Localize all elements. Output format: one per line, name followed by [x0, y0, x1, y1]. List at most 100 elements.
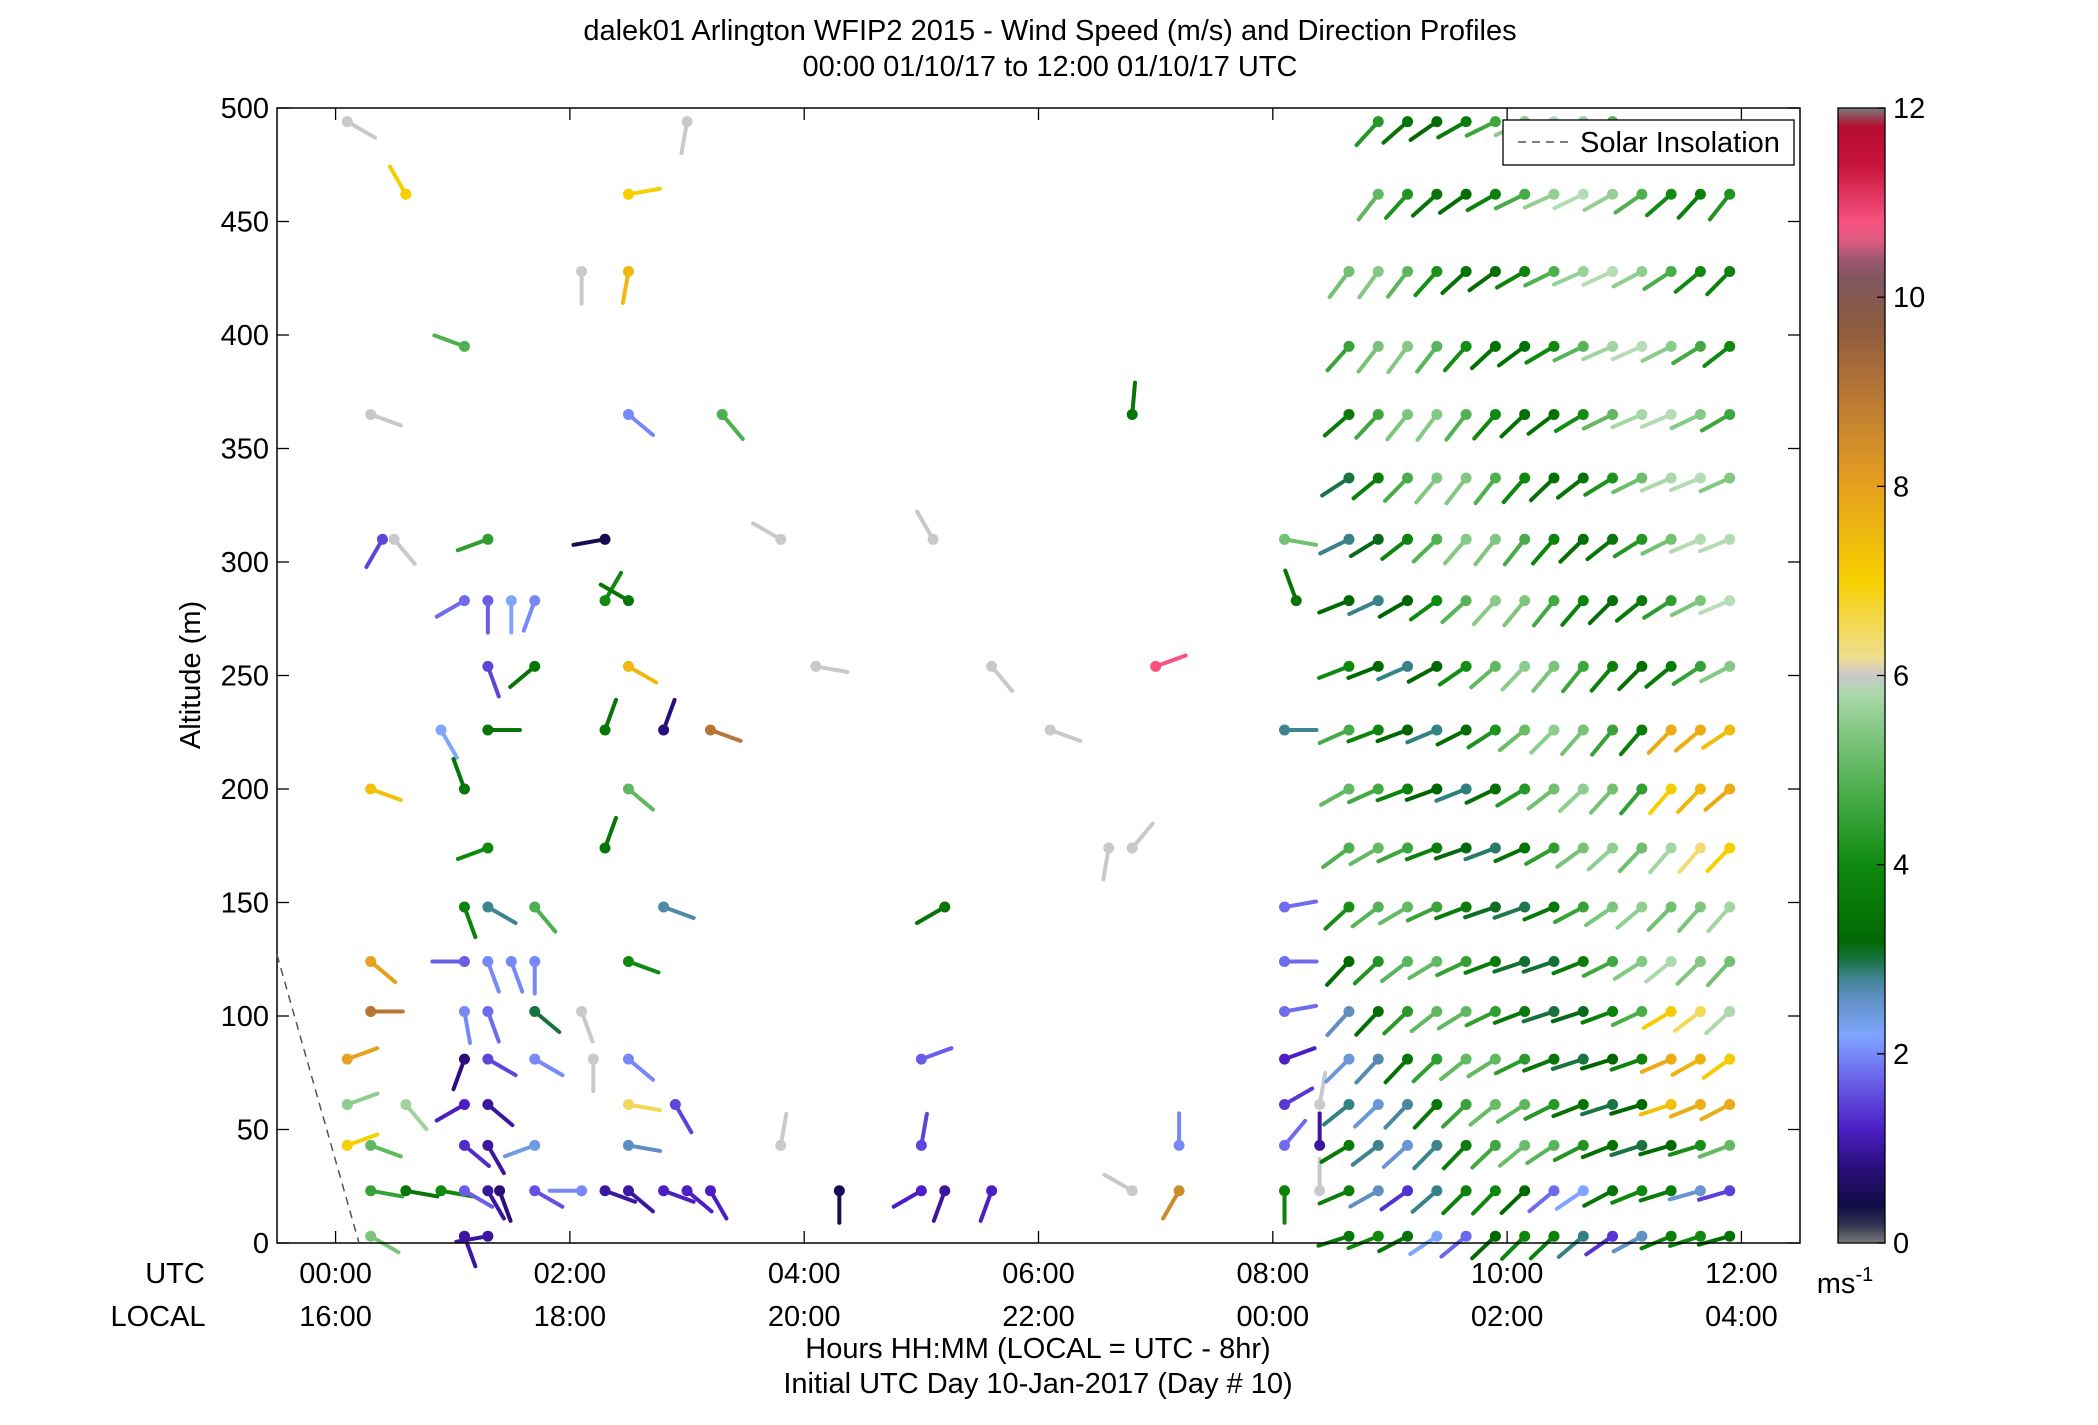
wind-barb-point [365, 1230, 377, 1242]
wind-barb-point [458, 1053, 470, 1065]
wind-barb-point [341, 116, 353, 128]
wind-barb-point [1724, 901, 1736, 913]
wind-barb-point [1636, 1053, 1648, 1065]
wind-barb-point [1694, 1230, 1706, 1242]
wind-barb-point [1577, 724, 1589, 736]
wind-barb-point [1665, 1139, 1677, 1151]
wind-barb-point [1724, 1230, 1736, 1242]
wind-barb-point [1460, 1185, 1472, 1197]
wind-barb-point [599, 595, 611, 607]
wind-barb-point [1724, 783, 1736, 795]
wind-barb-point [1372, 265, 1384, 277]
wind-barb-point [1607, 724, 1619, 736]
wind-barb-point [1577, 901, 1589, 913]
wind-barb-point [458, 340, 470, 352]
colorbar-tick-label: 12 [1893, 93, 1925, 125]
wind-barb-point [1519, 265, 1531, 277]
wind-barb-point [400, 1185, 412, 1197]
wind-barb-point [1402, 472, 1414, 484]
wind-barb-point [458, 1139, 470, 1151]
wind-barb-point [482, 533, 494, 545]
wind-barb-point [1577, 1185, 1589, 1197]
colorbar-ticks: 0 2 4 6 8 10 12 [1877, 93, 1925, 1260]
wind-barb-point [1694, 956, 1706, 968]
wind-barb-point [622, 660, 634, 672]
wind-barb-point [1665, 1099, 1677, 1111]
wind-barb-point [341, 1099, 353, 1111]
wind-barb-point [1402, 901, 1414, 913]
wind-barb-point [1460, 842, 1472, 854]
wind-barb-point [1577, 340, 1589, 352]
wind-barb-point [1431, 956, 1443, 968]
wind-barb-point [1724, 472, 1736, 484]
row-label-local: LOCAL [110, 1301, 205, 1333]
x-axis-ticks: 00:00 16:00 02:00 18:00 04:00 20:00 06:00 22:00… [299, 108, 1778, 1333]
wind-barb-point [1577, 1099, 1589, 1111]
wind-barb-point [1519, 1139, 1531, 1151]
wind-barb-point [576, 1185, 588, 1197]
wind-barb-point [1402, 783, 1414, 795]
x-tick-label-utc: 06:00 [1002, 1258, 1075, 1290]
wind-barb-point [1431, 533, 1443, 545]
wind-barb-point [1519, 783, 1531, 795]
wind-barb-point [505, 595, 517, 607]
wind-barb-point [1343, 1053, 1355, 1065]
y-tick-label: 200 [221, 774, 269, 806]
wind-barb-point [1402, 595, 1414, 607]
wind-barb-point [1431, 340, 1443, 352]
wind-barb-point [1314, 1185, 1326, 1197]
wind-barb-point [1665, 188, 1677, 200]
wind-barb-point [1548, 1053, 1560, 1065]
wind-barb-point [622, 1139, 634, 1151]
wind-barb-point [622, 1185, 634, 1197]
y-tick-label: 500 [221, 93, 269, 125]
wind-barb-point [1343, 340, 1355, 352]
wind-barb-point [915, 1185, 927, 1197]
colorbar-tick-label: 10 [1893, 282, 1925, 314]
wind-barb-point [341, 1139, 353, 1151]
wind-barb-point [1489, 1230, 1501, 1242]
wind-barb-point [1402, 842, 1414, 854]
wind-barb-point [1519, 1099, 1531, 1111]
wind-barb-point [1044, 724, 1056, 736]
wind-barb-point [1724, 1185, 1736, 1197]
chart-title: dalek01 Arlington WFIP2 2015 - Wind Spee… [583, 15, 1516, 47]
legend-label: Solar Insolation [1580, 127, 1780, 159]
wind-barb-point [1460, 188, 1472, 200]
wind-barb-point [1489, 533, 1501, 545]
y-tick-label: 50 [237, 1115, 269, 1147]
wind-barb-point [1431, 1099, 1443, 1111]
wind-barb-point [1694, 783, 1706, 795]
wind-barb-point [1279, 533, 1291, 545]
wind-barb-point [1431, 842, 1443, 854]
wind-barb-point [494, 1185, 506, 1197]
wind-barb-point [1519, 842, 1531, 854]
wind-barb-point [1372, 408, 1384, 420]
wind-barb-point [915, 1139, 927, 1151]
y-tick-label: 0 [253, 1228, 269, 1260]
wind-barb-point [1519, 188, 1531, 200]
wind-barb-point [622, 408, 634, 420]
wind-barb-point [1489, 1139, 1501, 1151]
wind-barb-point [1343, 265, 1355, 277]
wind-barb-point [1431, 1230, 1443, 1242]
wind-barb-point [1665, 265, 1677, 277]
wind-barb-point [1724, 408, 1736, 420]
wind-barb-point [529, 1005, 541, 1017]
wind-barb-point [1519, 660, 1531, 672]
wind-barb-point [529, 660, 541, 672]
wind-barb-point [1489, 188, 1501, 200]
wind-barb-point [1577, 1053, 1589, 1065]
wind-barb-point [400, 188, 412, 200]
wind-barb-point [1489, 724, 1501, 736]
wind-barb-point [1343, 660, 1355, 672]
wind-barb-point [1665, 660, 1677, 672]
y-tick-label: 250 [221, 661, 269, 693]
wind-barb-point [1519, 533, 1531, 545]
wind-barb-point [1724, 660, 1736, 672]
wind-barb-point [458, 901, 470, 913]
wind-barb-point [1460, 660, 1472, 672]
wind-barb-point [1636, 1230, 1648, 1242]
wind-barb-point [1724, 1005, 1736, 1017]
y-tick-label: 100 [221, 1001, 269, 1033]
